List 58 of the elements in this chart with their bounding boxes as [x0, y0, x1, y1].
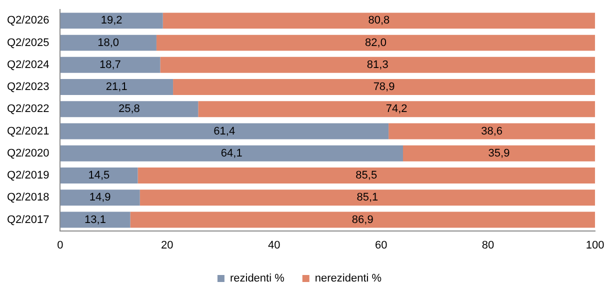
data-label: 25,8 [118, 103, 140, 116]
data-label: 18,7 [99, 58, 121, 71]
y-tick-label: Q2/2019 [7, 170, 50, 182]
data-label: 13,1 [84, 214, 106, 226]
bar [60, 12, 163, 29]
bar [60, 56, 160, 73]
y-tick-label: Q2/2022 [7, 103, 50, 116]
y-tick-label: Q2/2026 [7, 14, 50, 27]
bar [60, 190, 140, 206]
bar [60, 79, 174, 95]
bar [60, 145, 404, 162]
bar [130, 212, 595, 228]
data-label: 85,1 [356, 192, 378, 204]
data-label: 38,6 [481, 125, 502, 138]
data-label: 18,0 [98, 36, 120, 49]
data-label: 80,8 [368, 14, 390, 27]
legend-label: rezidenti % [230, 272, 285, 285]
data-label: 21,1 [106, 81, 128, 94]
data-label: 85,5 [356, 170, 378, 182]
data-label: 35,9 [488, 147, 510, 160]
bar [162, 12, 595, 29]
y-tick-label: Q2/2017 [7, 214, 50, 226]
x-tick-label: 80 [482, 239, 494, 252]
data-label: 81,3 [366, 58, 388, 71]
x-tick-label: 20 [161, 239, 174, 252]
y-tick-label: Q2/2021 [7, 125, 50, 138]
y-tick-label: Q2/2023 [7, 81, 50, 94]
data-label: 78,9 [373, 81, 395, 94]
data-label: 86,9 [352, 214, 374, 226]
bar [60, 34, 156, 51]
data-label: 64,1 [220, 147, 242, 160]
bar [173, 79, 595, 95]
bar [140, 190, 595, 206]
bar [60, 101, 198, 118]
x-tick-label: 0 [57, 239, 64, 252]
bar [60, 212, 130, 228]
bar [403, 145, 595, 162]
y-tick-label: Q2/2024 [7, 58, 50, 71]
y-tick-label: Q2/2020 [7, 147, 50, 160]
x-tick-label: 40 [268, 239, 280, 252]
data-label: 61,4 [214, 125, 236, 138]
data-label: 14,9 [89, 192, 111, 204]
bar [388, 123, 595, 140]
bar [60, 123, 389, 140]
y-tick-label: Q2/2018 [7, 192, 50, 204]
data-label: 14,5 [88, 170, 110, 182]
data-label: 19,2 [100, 14, 122, 27]
x-tick-label: 60 [374, 239, 388, 252]
data-label: 82,0 [365, 36, 386, 49]
bar [60, 168, 138, 184]
y-tick-label: Q2/2025 [7, 36, 50, 49]
bar [138, 168, 595, 184]
bar [160, 56, 595, 73]
data-label: 74,2 [386, 103, 408, 116]
x-tick-label: 100 [586, 239, 604, 252]
legend-label: nerezidenti % [314, 272, 382, 285]
bar [198, 101, 595, 118]
bar [156, 34, 595, 51]
